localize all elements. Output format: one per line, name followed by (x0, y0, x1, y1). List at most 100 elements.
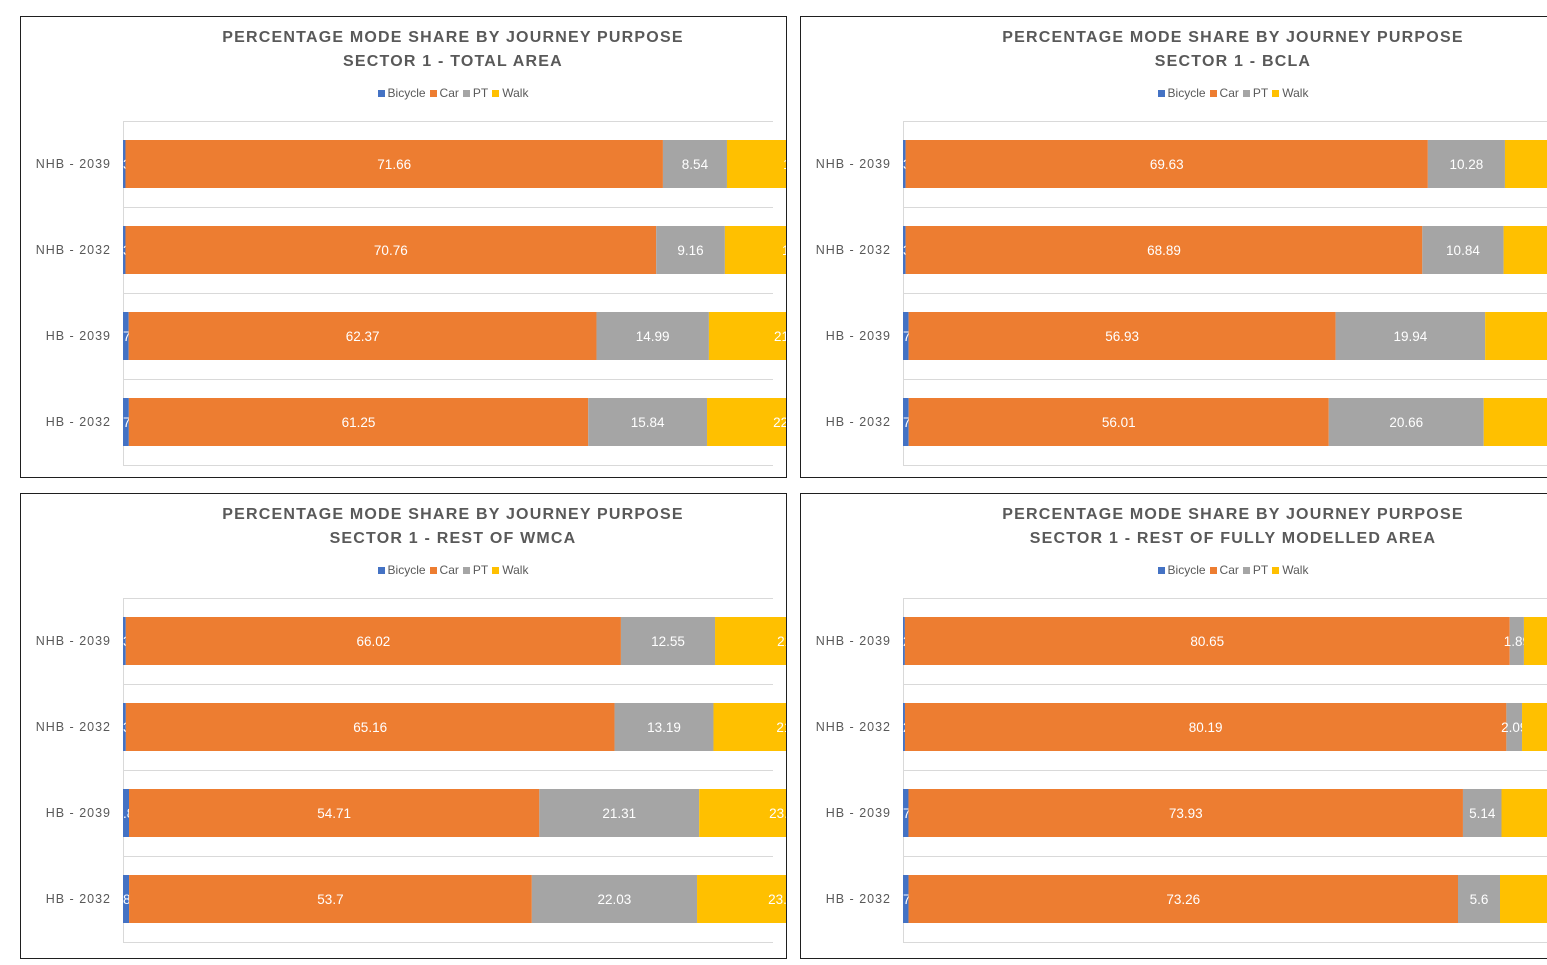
bar-segment-pt (1509, 617, 1524, 665)
bar-segment-car (125, 617, 621, 665)
chart-title: PERCENTAGE MODE SHARE BY JOURNEY PURPOSE… (801, 503, 1547, 551)
legend-swatch (462, 567, 470, 574)
bar-segment-bicycle (903, 617, 905, 665)
bar-segment-walk (1504, 140, 1547, 188)
data-label-walk: 22.14 (773, 415, 786, 430)
legend-label: Walk (502, 86, 529, 100)
data-label-pt: 10.28 (1450, 157, 1484, 172)
legend-label: Car (439, 86, 459, 100)
data-label-car: 62.37 (346, 329, 380, 344)
data-label-walk: 19.75 (782, 243, 786, 258)
chart-legend: Bicycle Car PT Walk (21, 563, 786, 577)
legend-item-bicycle: Bicycle (1157, 86, 1206, 100)
bar-segment-pt (588, 398, 708, 446)
data-label-pt: 1.89 (1504, 634, 1530, 649)
data-label-car: 80.19 (1189, 720, 1223, 735)
legend-swatch (1209, 567, 1217, 574)
category-label: NHB - 2032 (816, 720, 891, 734)
legend-swatch (1272, 90, 1280, 97)
data-label-walk: 21.88 (774, 329, 786, 344)
legend-label: PT (1252, 86, 1269, 100)
data-label-pt: 5.6 (1470, 892, 1489, 907)
legend-label: PT (472, 86, 489, 100)
legend-label: Bicycle (387, 86, 426, 100)
bar-segment-bicycle (123, 226, 126, 274)
bar-segment-car (908, 789, 1463, 837)
data-label-car: 68.89 (1147, 243, 1181, 258)
bar-segment-walk (697, 875, 786, 923)
chart-panel-rest-of-wmca: PERCENTAGE MODE SHARE BY JOURNEY PURPOSE… (20, 493, 787, 959)
data-label-pt: 20.66 (1389, 415, 1423, 430)
bar-segment-bicycle (123, 398, 129, 446)
legend-label: Bicycle (1167, 86, 1206, 100)
data-label-walk: 23.46 (768, 892, 786, 907)
data-label-car: 54.71 (317, 806, 351, 821)
data-label-pt: 10.84 (1446, 243, 1480, 258)
legend-swatch (377, 90, 385, 97)
data-label-car: 66.02 (356, 634, 390, 649)
legend-swatch (492, 567, 500, 574)
chart-panel-bcla: PERCENTAGE MODE SHARE BY JOURNEY PURPOSE… (800, 16, 1547, 478)
chart-title: PERCENTAGE MODE SHARE BY JOURNEY PURPOSE… (21, 26, 786, 74)
data-label-pt: 5.14 (1469, 806, 1496, 821)
bar-segment-pt (1458, 875, 1500, 923)
bar-segment-walk (1523, 617, 1547, 665)
legend-item-bicycle: Bicycle (1157, 563, 1206, 577)
bar-segment-walk (713, 703, 786, 751)
chart-legend: Bicycle Car PT Walk (21, 86, 786, 100)
bar-segment-bicycle (903, 875, 909, 923)
chart-title: PERCENTAGE MODE SHARE BY JOURNEY PURPOSE… (801, 26, 1547, 74)
bar-segment-pt (539, 789, 700, 837)
chart-legend: Bicycle Car PT Walk (801, 563, 1547, 577)
bar-segment-walk (707, 398, 786, 446)
bar-segment-bicycle (123, 312, 129, 360)
bar-segment-walk (1503, 226, 1547, 274)
chart-subtitle: SECTOR 1 - BCLA (1154, 53, 1312, 70)
bar-segment-car (125, 703, 615, 751)
legend-label: Car (1219, 563, 1239, 577)
data-label-pt: 14.99 (636, 329, 670, 344)
bar-segment-pt (1427, 140, 1505, 188)
chart-title-line: PERCENTAGE MODE SHARE BY JOURNEY PURPOSE (222, 29, 684, 46)
legend-swatch (429, 90, 437, 97)
category-label: HB - 2032 (46, 415, 111, 429)
bar-segment-bicycle (123, 617, 126, 665)
bar-segment-bicycle (903, 140, 906, 188)
bar-segment-walk (1483, 398, 1547, 446)
chart-subtitle: SECTOR 1 - REST OF WMCA (329, 530, 577, 547)
legend-label: PT (472, 563, 489, 577)
legend-item-pt: PT (462, 563, 489, 577)
category-label: NHB - 2032 (36, 720, 111, 734)
legend-label: Bicycle (387, 563, 426, 577)
data-label-car: 71.66 (377, 157, 411, 172)
legend-swatch (1157, 90, 1165, 97)
bar-segment-car (125, 226, 657, 274)
bar-segment-pt (596, 312, 709, 360)
legend-item-walk: Walk (1272, 86, 1308, 100)
data-label-pt: 19.94 (1393, 329, 1427, 344)
legend-item-walk: Walk (492, 86, 528, 100)
bar-segment-pt (1462, 789, 1502, 837)
bar-segment-bicycle (123, 789, 129, 837)
bar-segment-pt (620, 617, 716, 665)
legend-swatch (1242, 90, 1250, 97)
data-label-car: 73.26 (1166, 892, 1200, 907)
bar-segment-walk (1522, 703, 1547, 751)
legend-item-walk: Walk (1272, 563, 1308, 577)
category-label: HB - 2039 (826, 329, 891, 343)
bar-segment-car (905, 140, 1428, 188)
bar-segment-car (905, 226, 1423, 274)
category-label: HB - 2039 (46, 806, 111, 820)
bar-segment-car (908, 875, 1458, 923)
data-label-car: 53.7 (317, 892, 343, 907)
data-label-pt: 9.16 (677, 243, 703, 258)
data-label-pt: 12.55 (651, 634, 685, 649)
bar-segment-pt (656, 226, 725, 274)
bar-segment-walk (1500, 875, 1547, 923)
data-label-walk: 23.18 (769, 806, 786, 821)
data-label-walk: 19.48 (783, 157, 786, 172)
legend-swatch (429, 567, 437, 574)
data-label-walk: 21.27 (776, 720, 786, 735)
bar-segment-bicycle (903, 789, 909, 837)
